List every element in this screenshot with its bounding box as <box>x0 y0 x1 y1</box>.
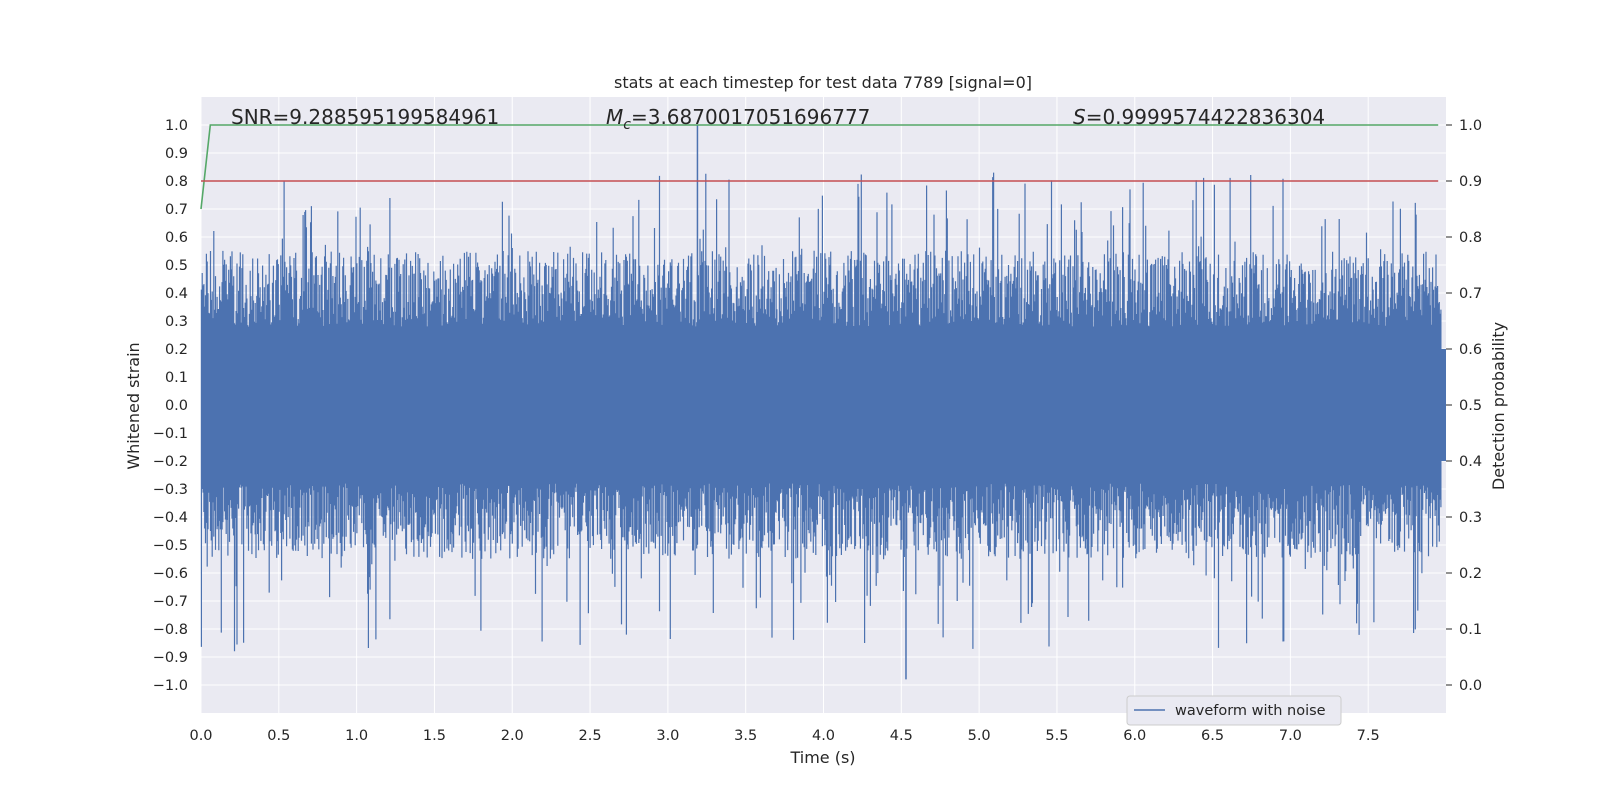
y2-tick-label: 0.1 <box>1459 622 1482 638</box>
y2-tick-labels: 1.0 0.9 0.8 0.7 0.6 0.5 0.4 0.3 0.2 0.1 0.0 <box>1446 118 1482 694</box>
y-tick-label: −0.9 <box>153 650 188 666</box>
y-tick-label: −0.4 <box>153 510 188 526</box>
x-tick-label: 6.5 <box>1201 728 1224 744</box>
y2-tick-label: 0.8 <box>1459 230 1482 246</box>
legend-box <box>1126 695 1342 726</box>
y-tick-label: −0.2 <box>153 454 188 470</box>
y-tick-label: −0.8 <box>153 622 188 638</box>
y2-tick-label: 1.0 <box>1459 118 1482 134</box>
y-tick-label: −1.0 <box>153 678 188 694</box>
y2-tick-label: 0.7 <box>1459 286 1482 302</box>
y-tick-label: 0.0 <box>165 398 188 414</box>
x-tick-label: 7.0 <box>1279 728 1302 744</box>
y2-tick-label: 0.0 <box>1459 678 1482 694</box>
x-tick-label: 5.0 <box>968 728 991 744</box>
chirp-mass-annotation: Mc=3.6870017051696777 <box>606 105 870 133</box>
legend-label: waveform with noise <box>1175 703 1326 719</box>
y-axis-label: Whitened strain <box>124 342 143 469</box>
y-tick-label: −0.7 <box>153 594 188 610</box>
x-tick-label: 5.5 <box>1045 728 1068 744</box>
y-tick-label: 0.7 <box>165 202 188 218</box>
chart-title: stats at each timestep for test data 778… <box>614 73 1032 92</box>
snr-annotation: SNR=9.288595199584961 <box>231 105 499 129</box>
waveform-trace <box>200 172 1442 652</box>
probability-lines <box>200 124 1439 210</box>
y-tick-label: −0.5 <box>153 538 188 554</box>
y-tick-label: 0.2 <box>165 342 188 358</box>
y-tick-label: 1.0 <box>165 118 188 134</box>
y-tick-label: 0.8 <box>165 174 188 190</box>
y2-tick-label: 0.5 <box>1459 398 1482 414</box>
y-tick-label: −0.1 <box>153 426 188 442</box>
x-tick-label: 7.5 <box>1357 728 1380 744</box>
score-annotation: S=0.9999574422836304 <box>1073 105 1325 129</box>
x-tick-label: 0.5 <box>267 728 290 744</box>
y2-tick-label: 0.6 <box>1459 342 1482 358</box>
y2-axis-label: Detection probability <box>1489 322 1508 490</box>
chirp-mass-value: =3.6870017051696777 <box>631 105 870 129</box>
x-tick-label: 4.5 <box>890 728 913 744</box>
y-tick-label: 0.1 <box>165 370 188 386</box>
x-tick-label: 1.5 <box>423 728 446 744</box>
y-tick-label: 0.4 <box>165 286 188 302</box>
y-tick-label: −0.6 <box>153 566 188 582</box>
x-tick-labels: 0.0 0.5 1.0 1.5 2.0 2.5 3.0 3.5 4.0 4.5 5.0 5.5 6.0 6… <box>189 728 1379 744</box>
x-tick-label: 6.0 <box>1123 728 1146 744</box>
waveform-series <box>200 125 1446 680</box>
y2-tick-label: 0.2 <box>1459 566 1482 582</box>
chirp-mass-symbol: M <box>606 105 623 129</box>
score-value: =0.9999574422836304 <box>1086 105 1325 129</box>
y-tick-label: −0.3 <box>153 482 188 498</box>
x-tick-label: 2.5 <box>579 728 602 744</box>
x-tick-label: 3.0 <box>656 728 679 744</box>
y2-tick-label: 0.3 <box>1459 510 1482 526</box>
y-tick-label: 0.3 <box>165 314 188 330</box>
x-tick-label: 1.0 <box>345 728 368 744</box>
y-tick-labels: 1.0 0.9 0.8 0.7 0.6 0.5 0.4 0.3 0.2 0.1 0.0 −0.1 −0.… <box>153 118 188 694</box>
y-tick-label: 0.6 <box>165 230 188 246</box>
y2-tick-label: 0.9 <box>1459 174 1482 190</box>
chirp-mass-subscript: c <box>623 117 631 133</box>
y-tick-label: 0.5 <box>165 258 188 274</box>
x-tick-label: 2.0 <box>501 728 524 744</box>
x-axis-label: Time (s) <box>789 748 855 767</box>
x-tick-label: 0.0 <box>189 728 212 744</box>
x-tick-label: 4.0 <box>812 728 835 744</box>
x-tick-label: 3.5 <box>734 728 757 744</box>
score-symbol: S <box>1073 105 1086 129</box>
legend: waveform with noise <box>1126 695 1342 726</box>
y-tick-label: 0.9 <box>165 146 188 162</box>
probability-line <box>200 124 1439 210</box>
y2-tick-label: 0.4 <box>1459 454 1482 470</box>
